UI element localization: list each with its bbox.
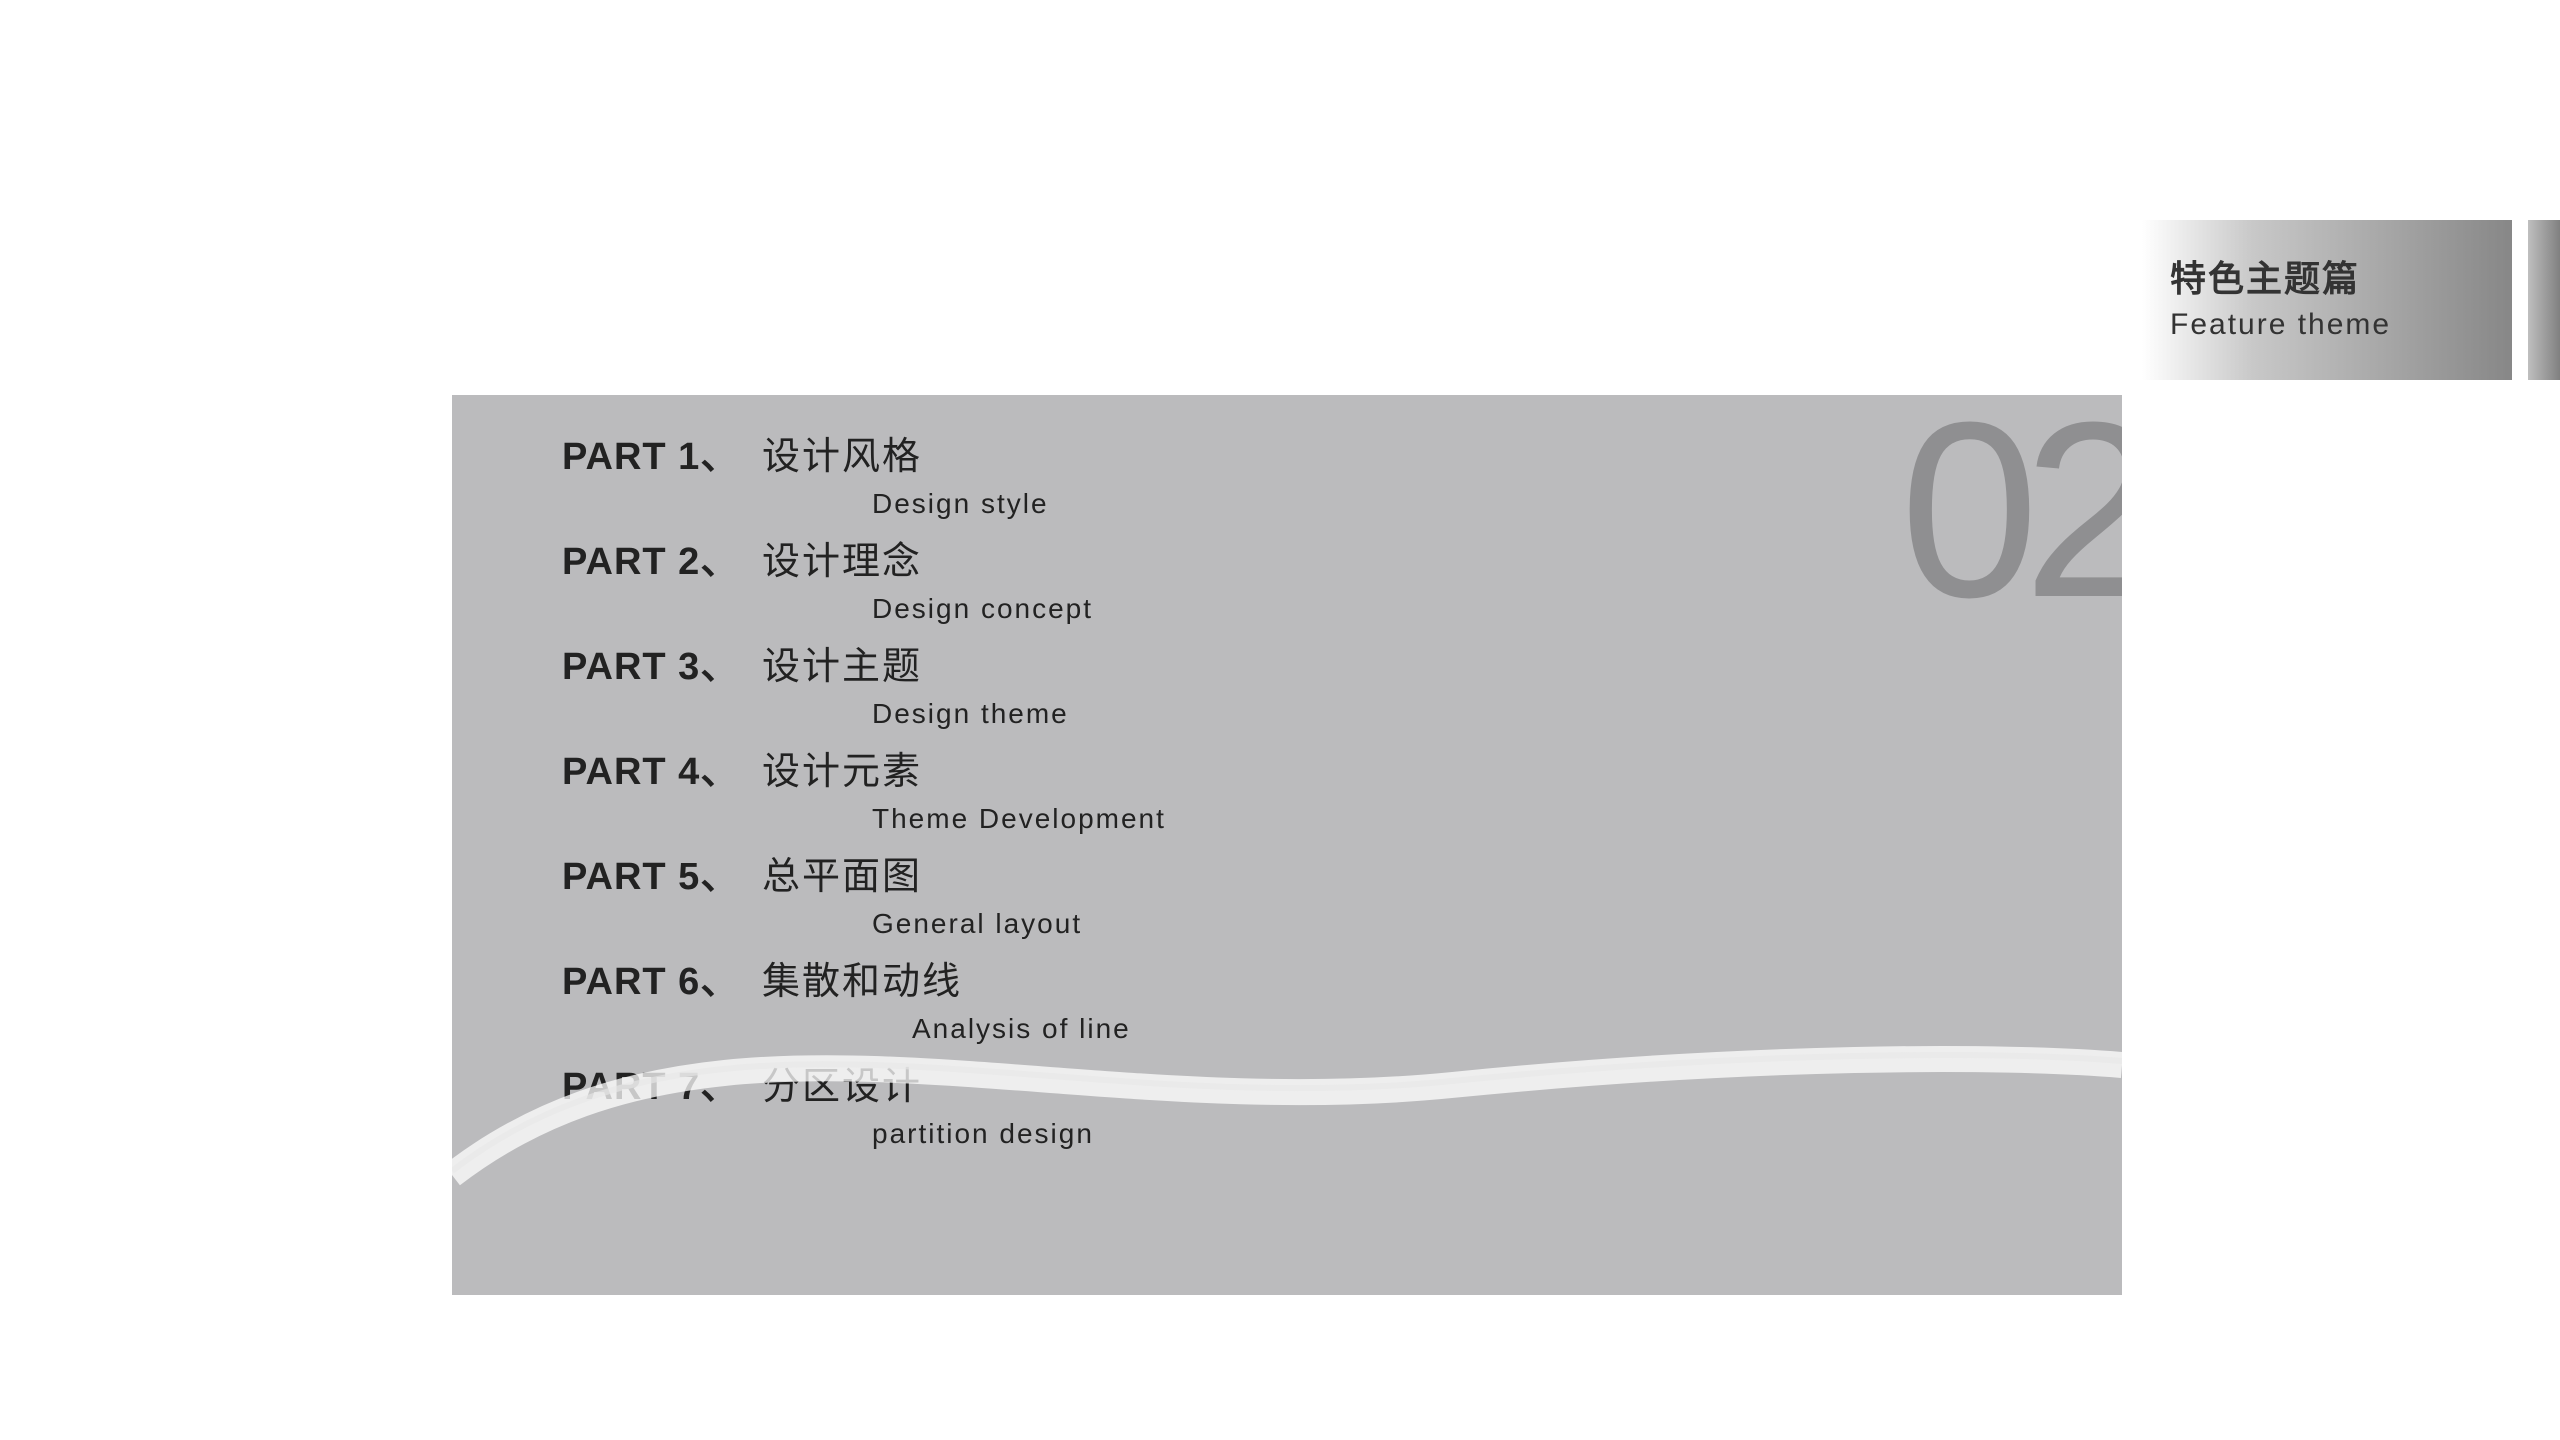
part-row: PART 7、 分区设计 partition design <box>562 1055 1166 1150</box>
part-title-cn: 设计主题 <box>762 635 922 690</box>
part-row: PART 6、 集散和动线 Analysis of line <box>562 950 1166 1045</box>
part-title-en: Analysis of line <box>912 1013 1166 1045</box>
part-title-cn: 设计元素 <box>762 740 922 795</box>
section-number: 02 <box>1900 395 2122 635</box>
part-row: PART 1、 设计风格 Design style <box>562 425 1166 520</box>
part-title-cn: 设计风格 <box>762 425 922 480</box>
part-label: PART 7、 <box>562 1055 762 1110</box>
part-title-cn: 总平面图 <box>762 845 922 900</box>
part-title-en: General layout <box>872 908 1166 940</box>
part-title-en: Design style <box>872 488 1166 520</box>
part-row: PART 3、 设计主题 Design theme <box>562 635 1166 730</box>
part-title-cn: 分区设计 <box>762 1055 922 1110</box>
part-label: PART 5、 <box>562 845 762 900</box>
part-title-cn: 设计理念 <box>762 530 922 585</box>
part-title-en: Theme Development <box>872 803 1166 835</box>
part-row: PART 5、 总平面图 General layout <box>562 845 1166 940</box>
part-row: PART 4、 设计元素 Theme Development <box>562 740 1166 835</box>
part-title-cn: 集散和动线 <box>762 950 962 1005</box>
content-panel: 02 PART 1、 设计风格 Design style PART 2、 设计理… <box>452 395 2122 1295</box>
slide: 特色主题篇 Feature theme 02 PART 1、 设计风格 Desi… <box>0 0 2560 1440</box>
badge-title-cn: 特色主题篇 <box>2170 250 2484 302</box>
part-label: PART 4、 <box>562 740 762 795</box>
part-title-en: Design theme <box>872 698 1166 730</box>
part-label: PART 1、 <box>562 425 762 480</box>
part-row: PART 2、 设计理念 Design concept <box>562 530 1166 625</box>
side-strip <box>2528 220 2560 380</box>
part-label: PART 6、 <box>562 950 762 1005</box>
part-label: PART 2、 <box>562 530 762 585</box>
badge-title-en: Feature theme <box>2170 308 2484 342</box>
parts-list: PART 1、 设计风格 Design style PART 2、 设计理念 D… <box>562 425 1166 1160</box>
section-badge: 特色主题篇 Feature theme <box>2142 220 2512 380</box>
part-title-en: Design concept <box>872 593 1166 625</box>
part-label: PART 3、 <box>562 635 762 690</box>
part-title-en: partition design <box>872 1118 1166 1150</box>
